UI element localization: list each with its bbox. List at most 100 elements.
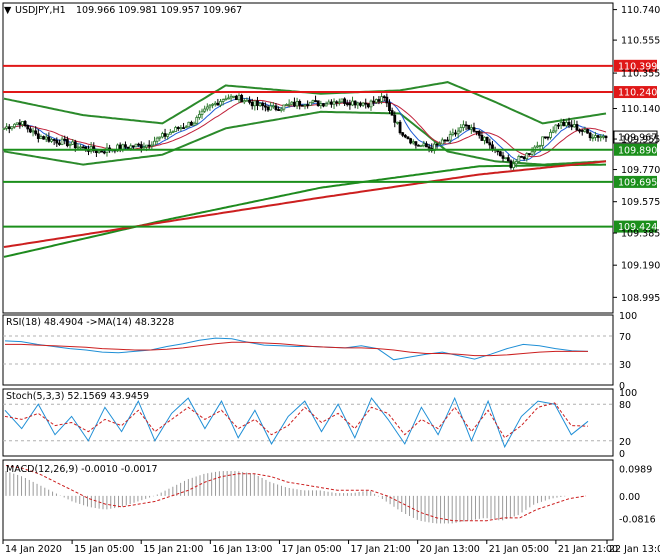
candle-body bbox=[546, 136, 550, 139]
candle-body bbox=[599, 136, 603, 139]
candle-body bbox=[509, 160, 513, 168]
candle-body bbox=[601, 135, 605, 138]
price-panel[interactable] bbox=[2, 81, 608, 258]
candle-body bbox=[324, 103, 328, 107]
candle-body bbox=[31, 130, 35, 133]
candle-body bbox=[485, 136, 489, 144]
price-tick-label: 110.740 bbox=[621, 5, 660, 16]
rsi-panel[interactable] bbox=[3, 335, 613, 365]
candle-body bbox=[559, 121, 563, 126]
candle-body bbox=[21, 121, 24, 125]
time-tick-label: 17 Jan 21:00 bbox=[351, 544, 411, 555]
candle-body bbox=[68, 143, 72, 147]
candle-body bbox=[340, 98, 344, 103]
candle-body bbox=[242, 100, 246, 103]
price-tick-label: 110.355 bbox=[621, 69, 660, 80]
candle-body bbox=[29, 128, 32, 133]
candle-body bbox=[23, 121, 27, 126]
candle-body bbox=[596, 135, 600, 138]
candle-body bbox=[564, 121, 568, 127]
time-tick-label: 22 Jan 13:00 bbox=[609, 544, 660, 555]
panel-frame-macd bbox=[2, 459, 614, 541]
candle-body bbox=[308, 101, 312, 106]
candle-body bbox=[190, 121, 193, 126]
candle-body bbox=[213, 102, 217, 105]
candle-body bbox=[480, 134, 484, 141]
candle-body bbox=[551, 130, 555, 133]
candle-body bbox=[337, 101, 341, 104]
candle-body bbox=[448, 134, 452, 141]
candle-body bbox=[472, 127, 476, 132]
candle-body bbox=[345, 103, 349, 105]
candle-body bbox=[179, 127, 183, 130]
candle-body bbox=[366, 103, 370, 108]
candle-body bbox=[572, 124, 576, 128]
candle-body bbox=[261, 102, 265, 107]
candle-body bbox=[153, 140, 156, 146]
candle-body bbox=[245, 99, 249, 102]
candle-body bbox=[253, 100, 257, 107]
candle-body bbox=[477, 130, 481, 136]
candle-body bbox=[36, 133, 40, 139]
candle-body bbox=[237, 94, 241, 101]
candle-body bbox=[588, 132, 592, 139]
candle-body bbox=[76, 146, 80, 149]
stoch-panel[interactable] bbox=[3, 396, 613, 449]
candle-body bbox=[166, 133, 170, 137]
candle-body bbox=[142, 146, 146, 149]
candle-body bbox=[488, 142, 492, 146]
candle-body bbox=[377, 99, 381, 102]
panel-frame-stoch bbox=[2, 388, 614, 457]
candle-body bbox=[517, 156, 521, 162]
chart-ohlc-label: 109.966 109.981 109.957 109.967 bbox=[76, 5, 242, 16]
stoch-signal-line bbox=[4, 402, 589, 439]
candle-body bbox=[234, 95, 238, 101]
rsi-ma-line bbox=[5, 341, 588, 357]
candle-body bbox=[525, 153, 529, 160]
candle-body bbox=[47, 136, 51, 142]
price-tick-label: 110.555 bbox=[621, 36, 660, 47]
panel-frames bbox=[2, 2, 614, 541]
candle-body bbox=[475, 130, 479, 133]
candle-body bbox=[390, 110, 394, 116]
candle-body bbox=[483, 136, 486, 141]
candle-body bbox=[380, 96, 383, 102]
candle-body bbox=[372, 100, 376, 103]
macd-panel[interactable] bbox=[5, 465, 587, 524]
candle-body bbox=[438, 143, 442, 146]
candle-body bbox=[176, 127, 180, 130]
candle-body bbox=[195, 117, 199, 124]
candle-body bbox=[311, 100, 315, 103]
candle-body bbox=[208, 104, 212, 108]
candle-body bbox=[385, 96, 389, 104]
candle-body bbox=[575, 124, 579, 131]
candle-body bbox=[219, 101, 222, 106]
candle-body bbox=[44, 136, 48, 140]
candle-body bbox=[348, 103, 352, 106]
candle-body bbox=[443, 139, 447, 142]
candle-body bbox=[7, 126, 11, 130]
symbol-dropdown-icon[interactable]: ▼ bbox=[4, 5, 12, 16]
candle-body bbox=[282, 104, 286, 110]
candle-body bbox=[55, 140, 59, 144]
candle-body bbox=[161, 133, 164, 138]
rsi-tick-label: 70 bbox=[619, 332, 631, 343]
candle-body bbox=[229, 95, 233, 99]
rsi-tick-label: 100 bbox=[619, 311, 637, 322]
candle-body bbox=[322, 103, 325, 107]
candle-body bbox=[454, 132, 457, 135]
candle-body bbox=[203, 108, 207, 112]
time-tick-label: 20 Jan 13:00 bbox=[420, 544, 480, 555]
horizontal-levels[interactable]: 110.399 110.240 109.890 109.695 109.424 109.9… bbox=[3, 59, 658, 233]
candle-body bbox=[591, 137, 595, 139]
candle-body bbox=[232, 95, 236, 98]
candle-body bbox=[2, 127, 6, 130]
candle-body bbox=[451, 132, 455, 135]
candle-body bbox=[314, 100, 317, 102]
candle-body bbox=[137, 143, 141, 146]
candle-body bbox=[95, 150, 98, 154]
candle-body bbox=[15, 122, 19, 125]
stoch-title: Stoch(5,3,3) 52.1569 43.9459 bbox=[6, 391, 149, 402]
candle-body bbox=[300, 104, 304, 107]
